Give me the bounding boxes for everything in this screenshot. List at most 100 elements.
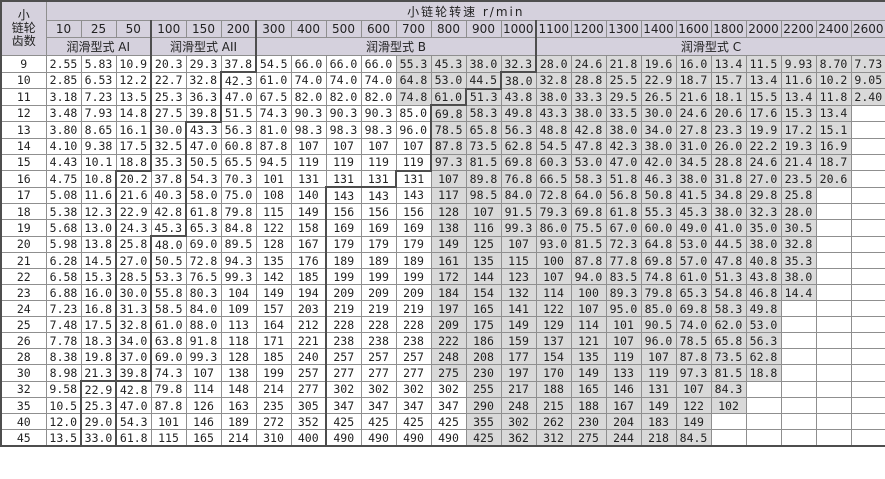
power-value-cell: 50.5	[150, 252, 187, 269]
power-value-cell: 238	[325, 332, 362, 349]
power-value-cell: 38.0	[675, 170, 712, 188]
power-value-cell: 21.8	[605, 55, 642, 73]
power-value-cell: 65.5	[220, 153, 257, 171]
table-row: 15 4.43 10.1 18.8 35.3 50.5 65.5 94.5 119 119 119 1…	[0, 153, 885, 171]
power-value-cell: 84.0	[185, 300, 222, 317]
power-value-cell: 13.4	[780, 88, 817, 106]
power-value-cell: 10.2	[815, 71, 852, 89]
power-value-cell: 90.3	[325, 104, 362, 122]
speed-col-header: 2200	[780, 20, 817, 38]
power-value-cell: 32.8	[115, 316, 152, 333]
power-value-cell	[815, 348, 852, 365]
power-value-cell: 21.4	[780, 153, 817, 171]
power-value-cell: 41.5	[675, 186, 712, 204]
power-value-cell: 40.3	[150, 186, 187, 204]
power-value-cell: 183	[640, 413, 677, 430]
power-value-cell: 95.0	[605, 300, 642, 317]
power-value-cell: 82.0	[290, 88, 327, 106]
power-value-cell: 5.68	[45, 219, 82, 237]
power-value-cell: 4.75	[45, 170, 82, 188]
power-value-cell: 7.78	[45, 332, 82, 349]
power-value-cell: 55.8	[150, 284, 187, 301]
power-value-cell: 194	[290, 284, 327, 301]
power-value-cell: 38.0	[780, 268, 817, 285]
power-value-cell: 70.3	[220, 170, 257, 188]
power-value-cell: 135	[465, 252, 502, 269]
power-value-cell: 93.0	[535, 235, 572, 253]
power-value-cell: 32.8	[780, 235, 817, 253]
power-value-cell: 199	[325, 268, 362, 285]
power-value-cell: 129	[535, 316, 572, 333]
power-value-cell: 209	[325, 284, 362, 301]
power-value-cell: 24.6	[745, 153, 782, 171]
speed-col-header: 1600	[675, 20, 712, 38]
power-value-cell: 197	[500, 364, 537, 382]
power-value-cell: 13.5	[115, 88, 152, 106]
power-value-cell: 102	[710, 397, 747, 414]
power-value-cell: 21.6	[675, 88, 712, 106]
power-value-cell: 65.8	[465, 121, 502, 139]
power-value-cell: 64.0	[570, 186, 607, 204]
table-row: 11 3.18 7.23 13.5 25.3 36.3 47.0 67.5 82.0 82.0 82…	[0, 87, 885, 106]
power-value-cell: 21.3	[80, 364, 117, 382]
power-value-cell: 19.9	[745, 121, 782, 139]
power-value-cell: 30.0	[640, 104, 677, 122]
power-value-cell: 16.1	[115, 121, 152, 139]
power-value-cell	[780, 300, 817, 317]
power-value-cell: 32.3	[500, 55, 537, 73]
power-value-cell: 51.8	[605, 170, 642, 188]
teeth-value: 23	[0, 284, 47, 301]
power-value-cell: 6.58	[45, 268, 82, 285]
power-value-cell: 189	[220, 413, 257, 430]
power-value-cell: 57.0	[675, 252, 712, 269]
power-value-cell: 117	[430, 186, 467, 204]
power-value-cell: 22.9	[80, 380, 117, 398]
power-value-cell: 32.3	[745, 203, 782, 220]
power-value-cell: 28.0	[780, 203, 817, 220]
power-value-cell: 49.8	[500, 104, 537, 122]
power-value-cell: 214	[255, 380, 292, 398]
power-value-cell: 43.3	[185, 120, 222, 139]
power-value-cell: 28.5	[115, 268, 152, 285]
power-value-cell	[850, 121, 885, 139]
power-value-cell: 69.8	[570, 203, 607, 220]
table-head: 小链轮 齿数 小链轮转速 r/min 10 25 50 100 150 200 300 400 500…	[0, 0, 885, 56]
power-value-cell: 14.4	[780, 284, 817, 301]
power-value-cell: 42.3	[220, 71, 257, 89]
power-value-cell: 188	[570, 397, 607, 414]
power-value-cell: 44.5	[710, 235, 747, 253]
table-row: 45 13.5 33.0 61.8 115 165 214 310 400 490 490 490 49…	[0, 429, 885, 447]
power-value-cell	[745, 397, 782, 414]
power-value-cell: 91.8	[185, 332, 222, 349]
power-value-cell: 89.5	[220, 235, 257, 253]
power-value-cell: 3.48	[45, 104, 82, 122]
power-value-cell: 122	[675, 397, 712, 414]
power-value-cell: 257	[360, 348, 397, 365]
power-value-cell: 54.8	[710, 284, 747, 301]
power-value-cell: 74.3	[255, 104, 292, 122]
table-row: 10 2.85 6.53 12.2 22.7 32.8 42.3 61.0 74.0 74.0 74…	[0, 71, 885, 89]
speed-col-header: 600	[360, 20, 397, 38]
power-value-cell: 31.0	[675, 137, 712, 155]
power-value-cell: 38.0	[605, 121, 642, 139]
power-value-cell: 18.8	[115, 153, 152, 171]
power-value-cell: 25.5	[605, 71, 642, 89]
power-value-cell	[745, 380, 782, 398]
power-value-cell: 36.3	[185, 88, 222, 106]
power-value-cell	[815, 413, 852, 430]
power-value-cell: 65.3	[185, 219, 222, 237]
power-value-cell: 156	[325, 203, 362, 220]
power-value-cell: 5.38	[45, 203, 82, 220]
power-value-cell: 156	[360, 203, 397, 220]
power-value-cell: 27.0	[745, 170, 782, 188]
power-value-cell	[710, 429, 747, 447]
power-value-cell: 115	[500, 252, 537, 269]
table-row: 14 4.10 9.38 17.5 32.5 47.0 60.8 87.8 107 107 107 1…	[0, 137, 885, 155]
power-value-cell: 99.3	[220, 268, 257, 285]
speed-col-header: 2400	[815, 20, 852, 38]
power-value-cell: 122	[535, 300, 572, 317]
power-value-cell: 41.0	[710, 219, 747, 237]
power-value-cell: 64.8	[395, 71, 432, 89]
power-value-cell	[815, 332, 852, 349]
power-value-cell: 34.8	[710, 186, 747, 204]
